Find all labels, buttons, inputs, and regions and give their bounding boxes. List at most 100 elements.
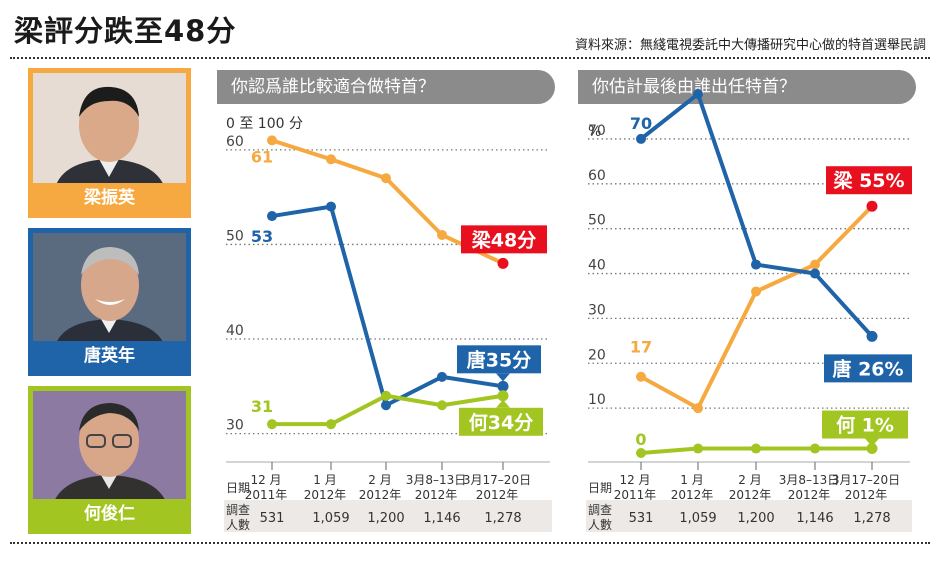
candidate-name: 唐英年 [33, 341, 186, 371]
data-point [636, 371, 646, 382]
data-point [866, 200, 878, 212]
sample-size: 1,059 [312, 511, 349, 526]
x-tick-label: 1 月 [680, 473, 703, 487]
y-tick-label: 30 [588, 302, 606, 318]
chart2-title: 你估計最後由誰出任特首？ [578, 70, 916, 104]
end-label-box [461, 225, 547, 254]
end-label-pointer [496, 399, 510, 408]
data-point [693, 403, 703, 414]
sample-band [586, 500, 912, 532]
y-tick-label: 30 [226, 418, 244, 434]
row-label-date: 日期 [226, 481, 250, 495]
sample-size: 1,278 [484, 511, 521, 526]
data-point [326, 154, 336, 165]
data-point [381, 173, 391, 184]
start-value-label: 17 [630, 338, 652, 357]
x-tick-label: 3月17–20日 [463, 473, 531, 487]
data-point [751, 259, 761, 270]
data-point [751, 443, 761, 454]
data-point [693, 89, 703, 100]
end-label-box [826, 166, 912, 195]
start-value-label: 0 [635, 430, 646, 449]
data-point [267, 135, 277, 146]
y-tick-label: 60 [588, 168, 606, 184]
sample-size: 1,200 [737, 511, 774, 526]
candidate-name: 梁振英 [33, 183, 186, 213]
x-tick-label-year: 2012年 [359, 488, 402, 502]
sample-size: 531 [629, 511, 654, 526]
data-point [810, 259, 820, 270]
end-value-label: 唐 26% [824, 354, 912, 383]
end-value-label: 何34分 [459, 399, 543, 436]
end-value-label: 唐35分 [457, 345, 541, 382]
candidate-photo [33, 233, 186, 341]
candidate-name: 何俊仁 [33, 499, 186, 529]
x-tick-label-year: 2011年 [614, 488, 657, 502]
data-point [437, 400, 447, 411]
candidate-photo [33, 73, 186, 183]
x-tick-label: 1 月 [313, 473, 336, 487]
data-point [381, 390, 391, 401]
row-label-sample: 人數 [226, 518, 250, 532]
end-label-text: 梁48分 [471, 228, 536, 251]
sample-size: 1,059 [679, 511, 716, 526]
series-line [639, 92, 874, 338]
data-point [437, 371, 447, 382]
sample-band [224, 500, 552, 532]
sample-size: 1,200 [367, 511, 404, 526]
end-label-text: 唐 26% [832, 357, 903, 380]
x-tick-label: 2 月 [368, 473, 391, 487]
candidate-card-tang: 唐英年 [28, 228, 191, 376]
sample-size: 531 [260, 511, 285, 526]
x-tick-label-year: 2012年 [845, 488, 888, 502]
page-title: 梁評分跌至48分 [14, 14, 237, 48]
y-tick-label: 10 [588, 392, 606, 408]
row-label-sample: 人數 [588, 518, 612, 532]
end-label-box [459, 407, 543, 436]
end-value-label: 梁48分 [461, 225, 547, 254]
bottom-divider [10, 542, 930, 544]
end-label-text: 何34分 [469, 411, 533, 434]
data-point [866, 330, 878, 342]
data-point [267, 211, 277, 222]
x-tick-label: 12 月 [250, 473, 281, 487]
start-value-label: 61 [251, 147, 273, 166]
y-tick-label: 40 [588, 258, 606, 274]
x-tick-label: 2 月 [738, 473, 761, 487]
data-point [636, 448, 646, 459]
candidate-card-ho: 何俊仁 [28, 386, 191, 534]
end-label-box [457, 345, 541, 374]
data-point [326, 201, 336, 212]
end-label-pointer [865, 438, 879, 447]
data-point [497, 390, 509, 402]
y-axis-label: % [588, 124, 601, 140]
end-label-box [824, 354, 912, 383]
chart1-title: 你認爲誰比較適合做特首？ [217, 70, 555, 104]
x-tick-label-year: 2012年 [671, 488, 714, 502]
row-label-sample: 調查 [226, 503, 250, 517]
x-tick-label-year: 2012年 [476, 488, 519, 502]
y-tick-label: 50 [588, 213, 606, 229]
x-tick-label-year: 2011年 [245, 488, 288, 502]
start-value-label: 53 [251, 227, 273, 246]
top-divider [10, 57, 930, 59]
y-tick-label: 20 [588, 347, 606, 363]
x-tick-label-year: 2012年 [729, 488, 772, 502]
data-point [497, 380, 509, 392]
start-value-label: 70 [630, 114, 652, 133]
sample-size: 1,146 [423, 511, 460, 526]
data-point [693, 443, 703, 454]
data-point [326, 419, 336, 430]
x-tick-label-year: 2012年 [788, 488, 831, 502]
candidate-card-leung: 梁振英 [28, 68, 191, 218]
x-tick-label: 3月8–13日 [406, 473, 467, 487]
data-point [267, 419, 277, 430]
end-label-text: 何 1% [836, 414, 894, 437]
y-tick-label: 70 [588, 123, 606, 139]
data-point [810, 443, 820, 454]
x-tick-label: 3月17–20日 [832, 473, 900, 487]
start-value-label: 31 [251, 397, 273, 416]
end-label-text: 唐35分 [467, 348, 531, 371]
